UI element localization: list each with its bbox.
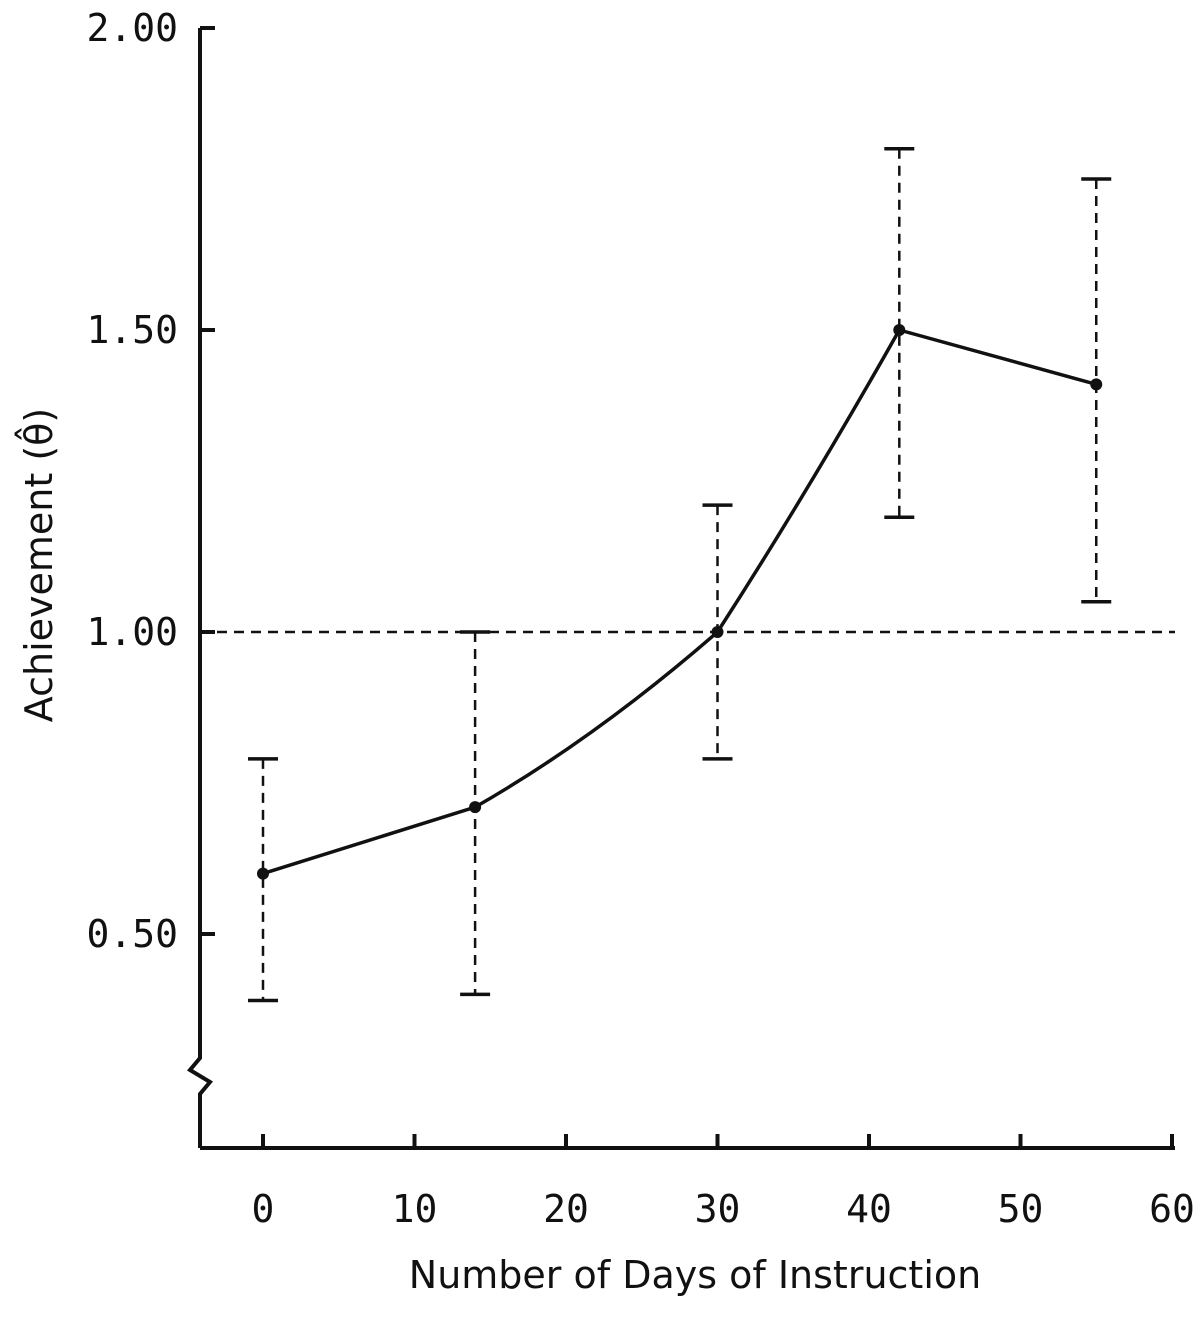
- y-tick-label-3: 2.00: [86, 6, 178, 50]
- x-tick-label-5: 50: [998, 1187, 1044, 1231]
- data-point-4: [1090, 378, 1103, 391]
- x-axis-title: Number of Days of Instruction: [409, 1253, 981, 1297]
- x-tick-label-4: 40: [846, 1187, 892, 1231]
- x-tick-label-1: 10: [392, 1187, 438, 1231]
- x-tick-label-6: 60: [1149, 1187, 1195, 1231]
- axes: [186, 26, 1175, 1150]
- series-line-group: [257, 324, 1103, 880]
- series-line-0: [262, 327, 1097, 876]
- tick-labels: 0.50 1.00 1.50 2.00 0 10 20 30 40 50 60: [86, 6, 1194, 1231]
- data-point-0: [257, 867, 269, 880]
- data-point-3: [893, 324, 906, 336]
- y-axis-title: Achievement (θ̂): [15, 408, 61, 722]
- x-tick-label-0: 0: [252, 1187, 275, 1231]
- x-tick-label-3: 30: [695, 1187, 741, 1231]
- y-tick-label-2: 1.50: [86, 308, 178, 352]
- data-point-2: [711, 626, 724, 638]
- y-axis-line: [186, 28, 214, 1148]
- x-tick-label-2: 20: [543, 1187, 589, 1231]
- y-tick-label-1: 1.00: [86, 610, 178, 654]
- data-point-1: [469, 801, 482, 814]
- y-tick-label-0: 0.50: [86, 912, 178, 956]
- error-bars: [248, 147, 1112, 1003]
